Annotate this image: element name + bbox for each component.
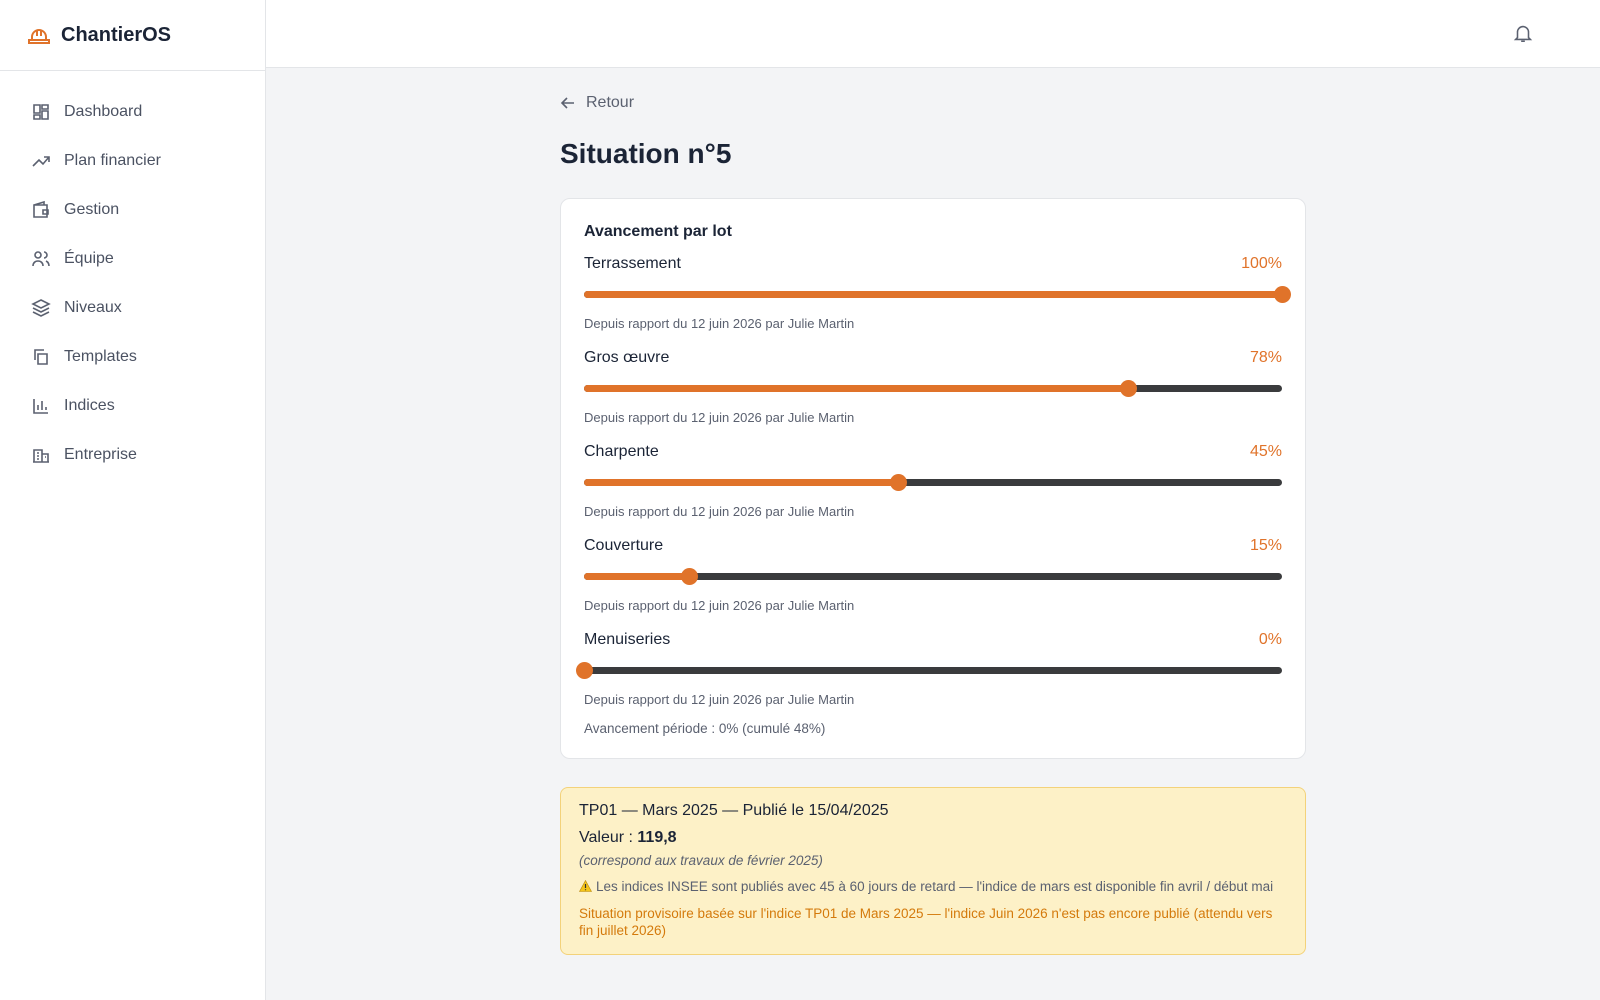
back-icon xyxy=(560,97,574,109)
slider-thumb[interactable] xyxy=(576,662,593,679)
nav-icon-path xyxy=(31,298,51,317)
back-link[interactable]: Retour xyxy=(560,94,1306,112)
brand-name: ChantierOS xyxy=(61,23,172,46)
nav-label: Templates xyxy=(64,347,137,365)
slider[interactable] xyxy=(584,474,1282,491)
lot-note: Depuis rapport du 12 juin 2026 par Julie… xyxy=(584,410,855,425)
lot-head: Menuiseries 0% xyxy=(584,631,1282,649)
nav-icon-path xyxy=(33,398,48,414)
slider-thumb[interactable] xyxy=(1274,286,1291,303)
topbar xyxy=(266,0,1600,68)
nav-label: Dashboard xyxy=(64,102,143,120)
nav-icon xyxy=(32,250,50,266)
main: Retour Situation n°5 Avancement par lot … xyxy=(560,94,1306,955)
nav-icon xyxy=(33,103,49,120)
lot-percent: 78% xyxy=(1249,349,1282,366)
nav-icon xyxy=(31,298,51,317)
nav-icon-path xyxy=(32,155,50,167)
lot-percent: 0% xyxy=(1258,631,1282,648)
lot-head: Charpente 45% xyxy=(584,443,1282,461)
warning-icon xyxy=(578,879,593,892)
slider[interactable] xyxy=(584,286,1291,303)
nav-label: Niveaux xyxy=(64,298,122,316)
slider-fill xyxy=(584,573,689,580)
lot: Charpente 45% Depuis rapport du 12 juin 20… xyxy=(584,443,1282,519)
nav-icon-path xyxy=(32,250,50,266)
nav-icon xyxy=(34,348,48,365)
lot-name: Menuiseries xyxy=(584,631,671,648)
nav-icon-path xyxy=(33,448,49,463)
lot-name: Gros œuvre xyxy=(584,349,670,366)
warning-text: Les indices INSEE sont publiés avec 45 à… xyxy=(596,879,1274,894)
lot-name: Terrassement xyxy=(584,255,681,272)
lot: Menuiseries 0% Depuis rapport du 12 juin 2… xyxy=(576,631,1282,707)
lot-percent: 100% xyxy=(1241,255,1282,272)
lot-note: Depuis rapport du 12 juin 2026 par Julie… xyxy=(584,598,855,613)
lot-name: Charpente xyxy=(584,443,659,460)
index-box: TP01 — Mars 2025 — Publié le 15/04/2025 … xyxy=(560,787,1306,955)
lot-name: Couverture xyxy=(584,537,664,554)
lot-percent: 15% xyxy=(1249,537,1282,554)
back-text: Retour xyxy=(586,94,635,111)
nav-label: Gestion xyxy=(64,200,120,218)
slider[interactable] xyxy=(576,662,1282,679)
lot-list: Terrassement 100% Depuis rapport du 12 jui… xyxy=(576,255,1291,707)
nav-label: Équipe xyxy=(64,249,114,267)
notifications[interactable] xyxy=(1512,22,1534,44)
lot-note: Depuis rapport du 12 juin 2026 par Julie… xyxy=(584,504,855,519)
slider[interactable] xyxy=(584,380,1282,397)
page-title: Situation n°5 xyxy=(560,138,732,169)
sidebar: ChantierOS Dashboard Plan financier Gestio… xyxy=(0,0,266,1000)
warning-row: Les indices INSEE sont publiés avec 45 à… xyxy=(578,878,1287,896)
nav-icon-path xyxy=(34,348,48,365)
nav-icon-path xyxy=(33,103,49,120)
lot-percent: 45% xyxy=(1249,443,1282,460)
slider-fill xyxy=(584,385,1129,392)
slider-thumb[interactable] xyxy=(890,474,908,491)
lot-head: Gros œuvre 78% xyxy=(584,349,1282,367)
nav: Dashboard Plan financier Gestion Équipe Nive… xyxy=(0,71,265,479)
nav-icon xyxy=(33,398,48,414)
lot-head: Couverture 15% xyxy=(584,537,1282,555)
lot: Couverture 15% Depuis rapport du 12 juin 2… xyxy=(584,537,1282,613)
nav-label: Indices xyxy=(64,396,115,414)
nav-label: Entreprise xyxy=(64,445,137,463)
nav-icon xyxy=(32,155,50,167)
lot-note: Depuis rapport du 12 juin 2026 par Julie… xyxy=(584,316,855,331)
nav-item[interactable]: Indices xyxy=(0,381,265,430)
brand-icon xyxy=(28,29,50,44)
period-note: (correspond aux travaux de février 2025) xyxy=(579,853,823,868)
index-heading: TP01 — Mars 2025 — Publié le 15/04/2025 xyxy=(579,802,889,819)
nav-item[interactable]: Templates xyxy=(0,332,265,381)
slider-fill xyxy=(584,479,899,486)
nav-item[interactable]: Niveaux xyxy=(0,283,265,332)
slider-thumb[interactable] xyxy=(680,568,698,585)
brand[interactable]: ChantierOS xyxy=(0,0,265,71)
slider[interactable] xyxy=(584,568,1282,585)
nav-label: Plan financier xyxy=(64,151,161,169)
nav-icon xyxy=(33,448,49,463)
index-value-row: Valeur : 119,8 xyxy=(579,829,1287,847)
index-value: 119,8 xyxy=(637,829,677,846)
lot: Terrassement 100% Depuis rapport du 12 jui… xyxy=(584,255,1291,331)
slider-thumb[interactable] xyxy=(1120,380,1138,397)
progress-card: Avancement par lot Terrassement 100% Depui… xyxy=(560,198,1306,759)
nav-icon-path xyxy=(33,200,49,218)
nav-item[interactable]: Gestion xyxy=(0,185,265,234)
lot: Gros œuvre 78% Depuis rapport du 12 juin 2… xyxy=(584,349,1282,425)
provisional-note: Situation provisoire basée sur l'indice … xyxy=(579,905,1273,939)
lot-note: Depuis rapport du 12 juin 2026 par Julie… xyxy=(584,692,855,707)
nav-item[interactable]: Entreprise xyxy=(0,430,265,479)
lot-head: Terrassement 100% xyxy=(584,255,1282,273)
nav-item[interactable]: Équipe xyxy=(0,234,265,283)
slider-fill xyxy=(584,291,1282,298)
nav-icon xyxy=(33,200,49,218)
card-title: Avancement par lot xyxy=(584,223,732,240)
value-prefix: Valeur : xyxy=(579,829,633,846)
nav-item[interactable]: Dashboard xyxy=(0,87,265,136)
nav-item[interactable]: Plan financier xyxy=(0,136,265,185)
summary: Avancement période : 0% (cumulé 48%) xyxy=(584,721,826,736)
